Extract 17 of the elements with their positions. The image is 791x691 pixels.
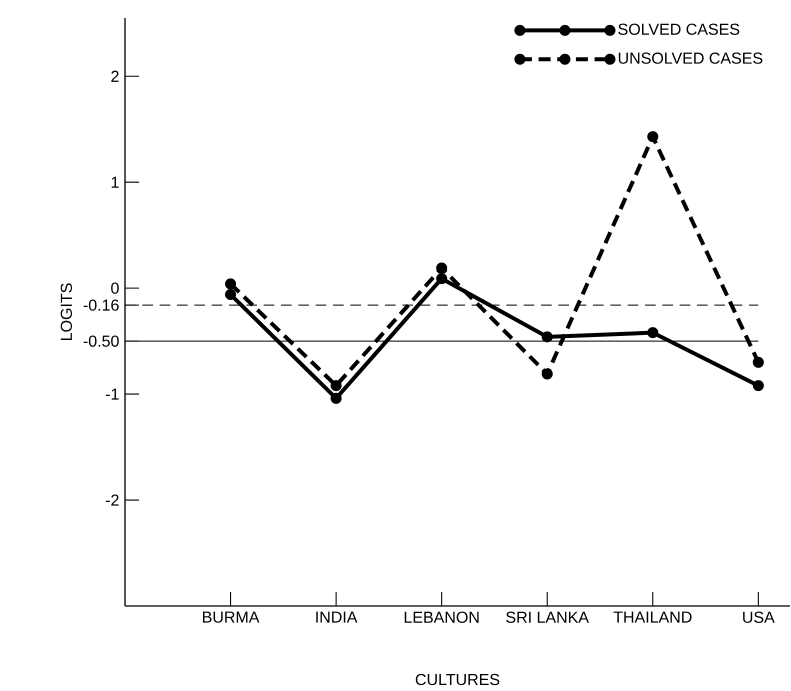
x-axis-title: CULTURES [416, 674, 500, 686]
y-axis-title: LOGITS [60, 283, 72, 340]
y-tick-label: 1 [112, 176, 119, 188]
y-tick-label: 0 [111, 282, 119, 294]
y-tick-label: -1 [106, 388, 119, 400]
y-tick-label: -0.50 [84, 335, 119, 347]
legend-label: SOLVED CASES [618, 24, 740, 35]
y-tick-label: -0.16 [84, 299, 119, 311]
x-tick-label: USA [743, 612, 775, 623]
y-tick-label: -2 [106, 494, 119, 506]
y-tick-label: 2 [111, 70, 119, 82]
x-tick-label: SRI LANKA [506, 612, 589, 623]
x-tick-label: BURMA [202, 612, 260, 623]
x-tick-label: THAILAND [614, 612, 692, 623]
x-tick-label: LEBANON [404, 612, 479, 623]
legend-label: UNSOLVED CASES [618, 52, 762, 64]
x-tick-label: INDIA [316, 612, 358, 623]
